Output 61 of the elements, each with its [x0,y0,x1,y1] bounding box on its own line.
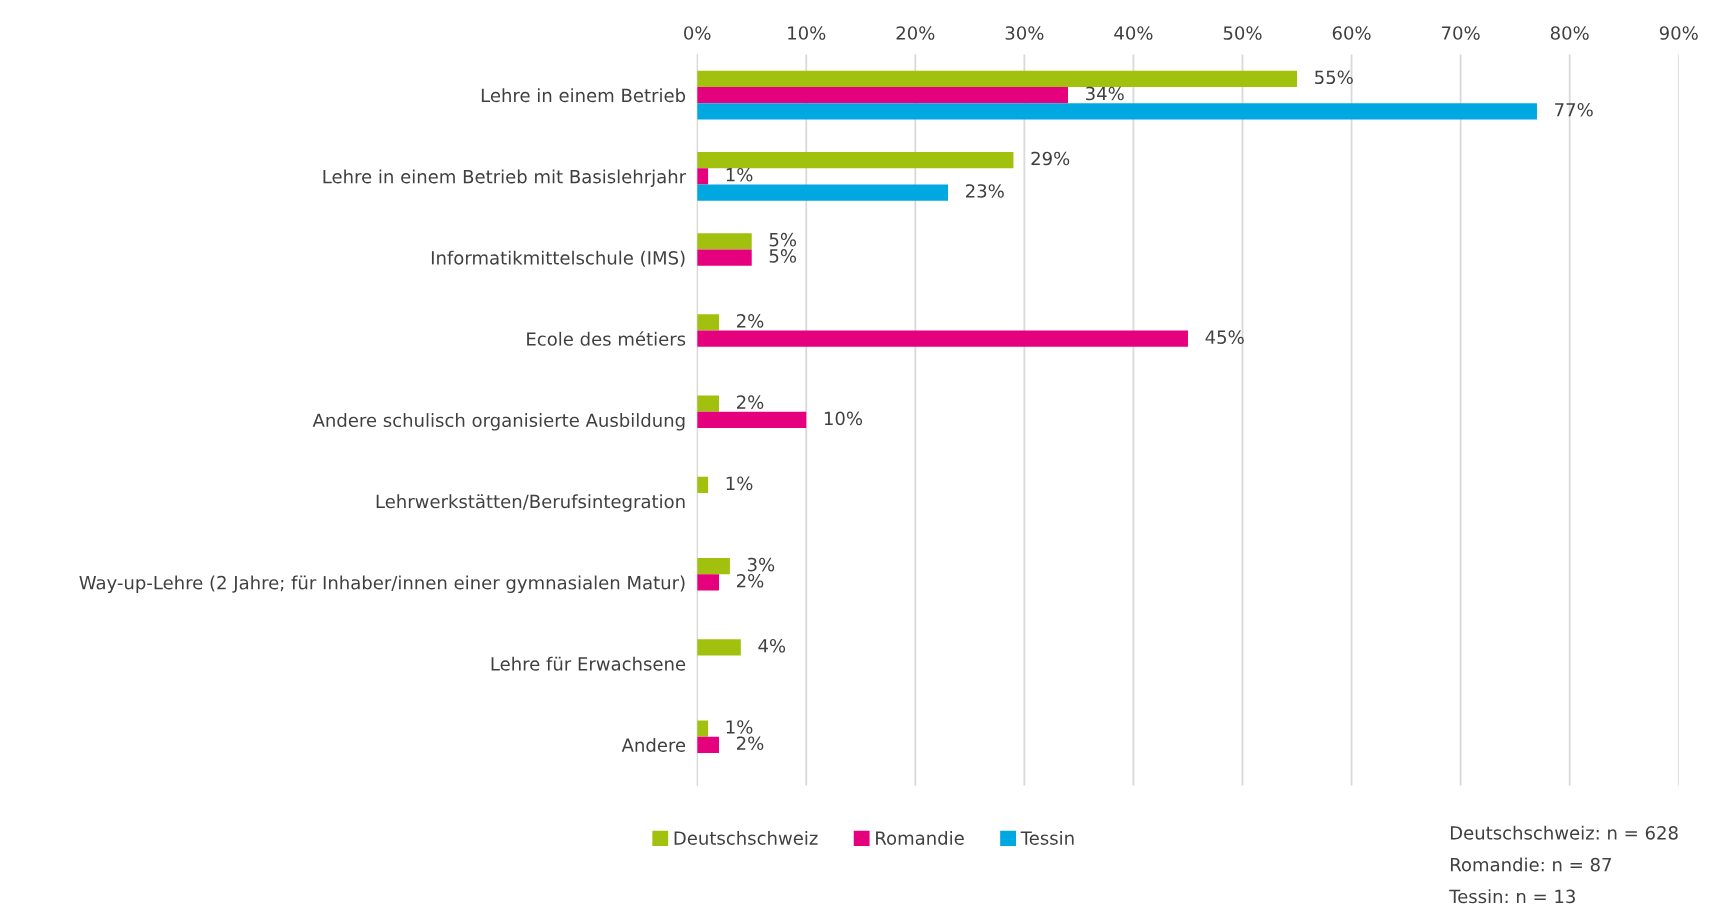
text: Deutschschweiz: n = 628 [1450,825,1678,840]
x-tick-label: 10% [788,26,826,40]
bar [697,558,730,575]
bar [697,249,752,266]
bar [697,70,1298,87]
bar [697,233,752,250]
data-label: 10% [824,411,863,426]
data-label: 55% [1315,70,1353,85]
x-tick-label: 90% [1659,26,1698,40]
bar [697,86,1068,104]
bar [697,639,741,656]
data-label: 1% [726,167,753,182]
data-label: 2% [736,395,764,409]
text: Tessin: n = 13 [1449,889,1575,904]
bar [697,720,709,737]
y-tick-label: Ecole des métiers [527,331,686,346]
y-tick-label: Lehre in einem Betrieb mit Basislehrjahr [323,169,687,187]
data-label: 45% [1205,330,1244,344]
x-tick-label: 50% [1223,26,1262,40]
bar [697,103,1537,120]
y-tick-label: Andere schulisch organisierte Ausbildung [312,413,685,431]
x-tick-label: 0% [684,26,711,40]
data-label: 1% [726,476,753,491]
data-label: 2% [736,736,764,751]
data-label: 2% [736,314,764,328]
data-label: 2% [736,573,764,588]
y-tick-label: Lehre in einem Betrieb [481,88,686,103]
y-tick-label: Lehrwerkstätten/Berufsintegration [376,494,685,512]
bar [697,330,1188,347]
x-tick-label: 70% [1442,26,1480,40]
bar [697,476,709,494]
x-tick-label: 30% [1005,26,1044,40]
y-tick-label: Way-up-Lehre (2 Jahre; für Inhaber/innen einer gymnasialen Matur) [79,575,685,593]
data-label: 77% [1555,102,1593,117]
y-tick-label: Informatikmittelschule (IMS) [431,250,685,267]
data-label: 29% [1031,151,1070,166]
bar [697,168,709,185]
x-tick-label: 80% [1550,26,1589,40]
data-label: 23% [966,184,1004,198]
x-tick-label: 60% [1332,26,1371,40]
data-label: 4% [758,638,786,653]
legend-label: Romandie [876,830,964,845]
bar [697,314,719,331]
legend-label: Deutschschweiz [674,830,818,845]
bar [697,411,807,429]
bar [697,184,949,201]
bar [697,151,1014,169]
y-tick-label: Andere [621,737,686,752]
data-label: 5% [769,249,797,263]
y-tick-label: Lehre für Erwachsene [491,656,686,671]
bar [697,395,719,412]
text: Romandie: n = 87 [1450,857,1611,872]
x-tick-label: 20% [896,26,935,40]
legend-label: Tessin [1020,830,1074,845]
data-label: 5% [769,232,797,247]
bar [697,574,719,591]
data-label: 1% [726,720,753,734]
data-label: 3% [747,557,775,572]
bar [697,736,719,753]
data-label: 34% [1086,86,1124,101]
x-tick-label: 40% [1114,26,1153,40]
